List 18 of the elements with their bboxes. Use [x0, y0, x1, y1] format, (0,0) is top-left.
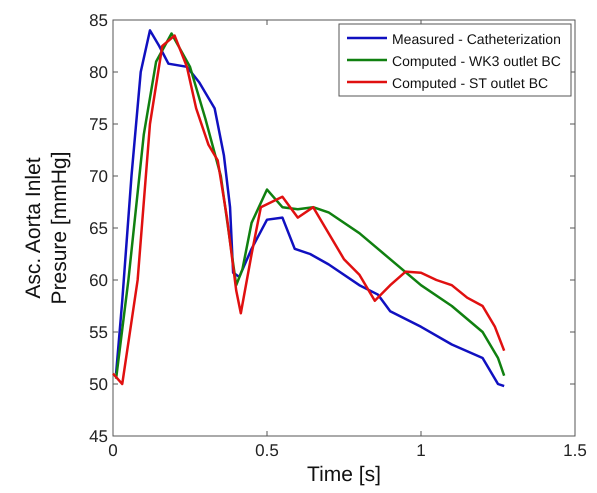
x-tick-label: 0 — [108, 441, 118, 460]
legend-label: Computed - WK3 outlet BC — [392, 53, 561, 69]
y-tick-label: 60 — [89, 271, 108, 290]
y-tick-label: 45 — [89, 427, 108, 446]
y-tick-label: 65 — [89, 219, 108, 238]
y-tick-label: 55 — [89, 323, 108, 342]
legend-label: Computed - ST outlet BC — [392, 75, 548, 91]
x-tick-label: 1.5 — [563, 441, 587, 460]
x-tick-label: 1 — [416, 441, 426, 460]
y-tick-label: 50 — [89, 375, 108, 394]
legend-label: Measured - Catheterization — [392, 31, 561, 47]
x-axis-title: Time [s] — [307, 463, 381, 486]
x-tick-label: 0.5 — [255, 441, 279, 460]
y-tick-label: 75 — [89, 115, 108, 134]
y-tick-label: 70 — [89, 167, 108, 186]
y-tick-label: 85 — [89, 11, 108, 30]
y-tick-label: 80 — [89, 63, 108, 82]
y-axis-title: Asc. Aorta Inlet Presure [mmHg] — [22, 152, 71, 304]
